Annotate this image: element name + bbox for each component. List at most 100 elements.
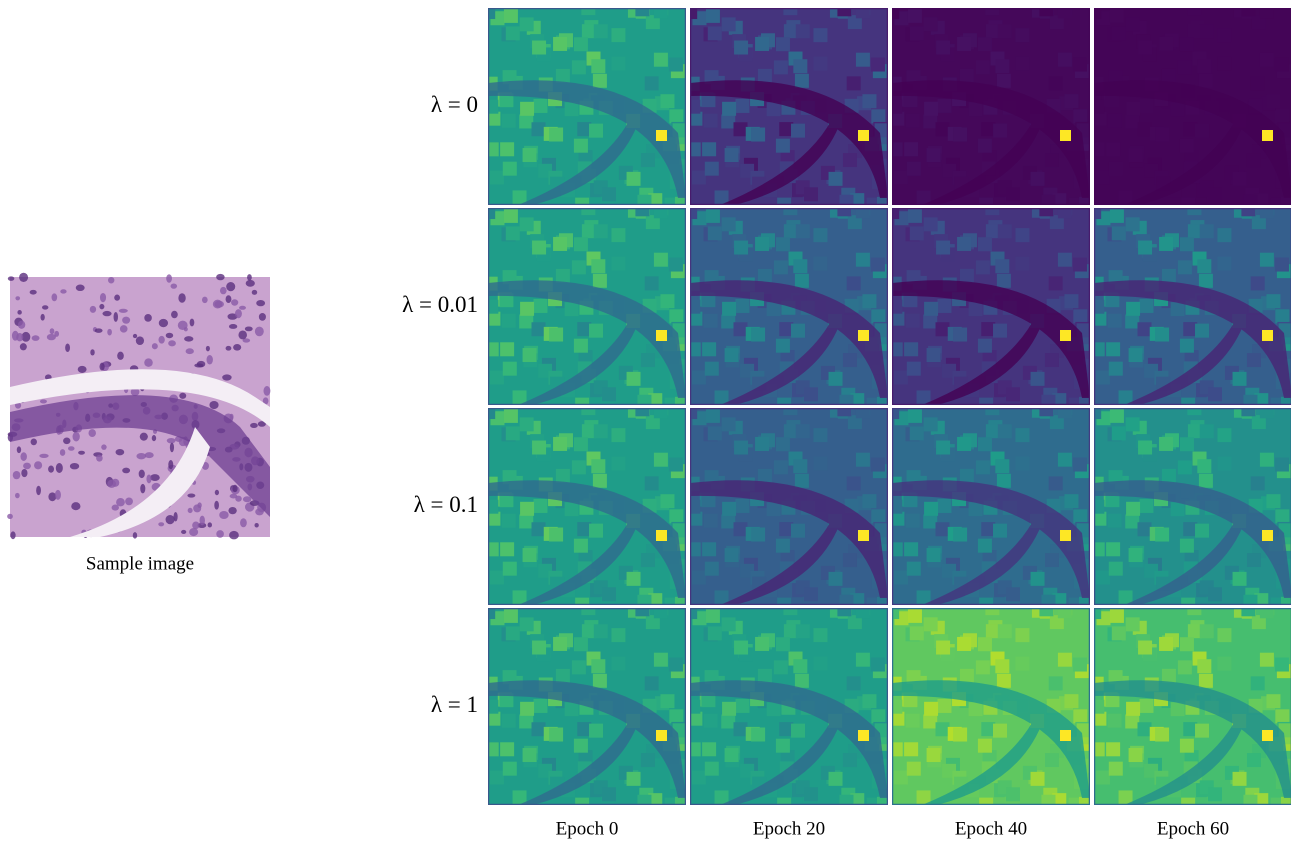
row-label: λ = 0.1 — [414, 492, 478, 517]
patch — [776, 37, 790, 51]
patch — [871, 509, 885, 523]
patch — [1180, 339, 1194, 353]
patch — [1251, 76, 1265, 90]
nucleus — [214, 301, 224, 308]
nucleus — [99, 304, 104, 309]
patch — [924, 217, 938, 231]
patch — [725, 348, 739, 362]
patch — [591, 259, 605, 273]
patch — [687, 542, 701, 556]
patch — [645, 276, 659, 290]
patch — [935, 322, 949, 336]
nucleus — [259, 313, 266, 321]
patch — [1138, 641, 1152, 655]
patch — [645, 476, 659, 490]
nucleus — [226, 282, 235, 291]
patch — [998, 424, 1012, 438]
patch — [843, 753, 857, 767]
patch — [856, 453, 870, 467]
patch — [1200, 424, 1214, 438]
patch — [660, 94, 674, 108]
nucleus — [34, 461, 42, 469]
patch — [1217, 428, 1231, 442]
patch — [796, 24, 810, 38]
patch — [767, 502, 781, 516]
patch — [924, 102, 938, 116]
nucleus — [219, 511, 228, 519]
nucleus — [50, 328, 55, 334]
patch — [532, 441, 546, 455]
patch — [1015, 57, 1029, 71]
patch — [813, 57, 827, 71]
patch — [1159, 637, 1173, 651]
patch — [910, 226, 924, 240]
patch — [923, 114, 937, 128]
nucleus — [170, 443, 174, 453]
patch — [1171, 502, 1185, 516]
patch — [1126, 617, 1140, 631]
patch — [997, 74, 1011, 88]
patch — [1200, 24, 1214, 38]
nucleus — [136, 336, 144, 345]
nucleus — [144, 358, 153, 367]
patch — [1243, 195, 1257, 209]
nucleus — [167, 438, 176, 443]
patch — [735, 499, 749, 513]
patch — [774, 660, 788, 674]
patch — [1090, 500, 1104, 514]
patch — [490, 771, 504, 785]
nucleus — [40, 314, 44, 321]
nucleus — [107, 329, 112, 336]
patch — [725, 548, 739, 562]
nucleus — [152, 435, 156, 441]
patch — [686, 300, 700, 314]
patch — [1031, 572, 1045, 586]
patch — [611, 57, 625, 71]
patch — [722, 17, 736, 31]
nucleus — [250, 423, 258, 428]
patch — [907, 362, 921, 376]
patch — [706, 9, 720, 23]
nucleus — [117, 352, 124, 360]
hot-spot — [858, 130, 869, 141]
patch — [910, 426, 924, 440]
patch — [734, 641, 748, 655]
patch — [969, 702, 983, 716]
patch — [1159, 437, 1173, 451]
nucleus — [158, 336, 164, 344]
heatmap-panel — [885, 201, 1097, 411]
nucleus — [120, 325, 128, 332]
heatmap-panel — [885, 601, 1097, 811]
patch — [1137, 122, 1151, 136]
nucleus — [125, 497, 133, 505]
patch — [871, 658, 885, 672]
patch — [523, 148, 537, 162]
patch — [637, 395, 651, 409]
patch — [687, 142, 701, 156]
patch — [904, 742, 918, 756]
patch — [692, 171, 706, 185]
heatmap-panel — [683, 201, 895, 411]
patch — [862, 94, 876, 108]
patch — [692, 371, 706, 385]
patch — [520, 417, 534, 431]
nucleus — [8, 276, 14, 281]
patch — [1006, 387, 1020, 401]
patch — [978, 139, 992, 153]
nucleus — [76, 285, 85, 292]
patch — [500, 542, 514, 556]
patch — [502, 314, 516, 328]
patch — [751, 528, 765, 542]
patch — [708, 26, 722, 40]
nucleus — [95, 328, 103, 333]
patch — [843, 353, 857, 367]
nucleus — [42, 305, 48, 309]
patch — [721, 114, 735, 128]
row-label: λ = 1 — [431, 692, 478, 717]
patch — [1138, 41, 1152, 55]
nucleus — [48, 466, 54, 473]
patch — [504, 609, 518, 623]
patch — [894, 371, 908, 385]
patch — [635, 2, 649, 16]
nucleus — [230, 494, 238, 499]
